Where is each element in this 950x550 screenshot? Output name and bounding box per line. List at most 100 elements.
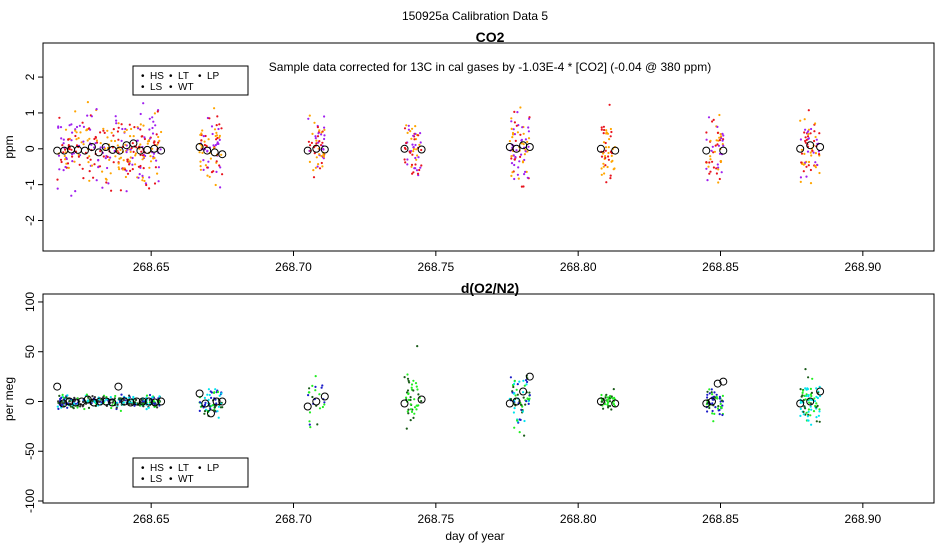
co2-points xyxy=(56,101,821,197)
o2n2-point xyxy=(218,394,221,397)
o2n2-plot-frame xyxy=(42,293,935,504)
co2-point xyxy=(87,161,90,164)
co2-point xyxy=(322,148,325,151)
o2n2-legend-ls: LS xyxy=(150,474,163,485)
o2n2-point xyxy=(815,387,818,390)
co2-point xyxy=(810,127,813,131)
co2-mean-marker xyxy=(596,144,605,153)
co2-point xyxy=(809,168,813,172)
co2-point xyxy=(125,128,128,131)
co2-point xyxy=(125,169,128,172)
co2-point xyxy=(204,164,207,167)
co2-point xyxy=(520,185,524,188)
o2n2-point xyxy=(803,405,806,408)
co2-mean-marker xyxy=(512,144,521,153)
o2n2-point xyxy=(406,377,410,380)
co2-point xyxy=(112,134,115,137)
co2-point xyxy=(719,160,723,163)
co2-point xyxy=(610,160,613,163)
o2n2-point xyxy=(523,434,526,437)
co2-point xyxy=(407,124,410,127)
co2-point xyxy=(116,130,119,133)
o2n2-point xyxy=(601,400,604,403)
co2-point xyxy=(99,146,102,149)
o2n2-point xyxy=(154,402,157,405)
co2-point xyxy=(511,136,514,139)
o2n2-point xyxy=(509,376,512,379)
co2-point xyxy=(419,141,422,144)
o2n2-point xyxy=(212,391,216,394)
co2-point xyxy=(90,164,94,167)
o2n2-point xyxy=(527,400,530,403)
o2n2-point xyxy=(307,394,310,397)
o2n2-point xyxy=(203,396,206,399)
o2n2-point xyxy=(113,397,116,400)
co2-point xyxy=(321,165,324,168)
co2-point xyxy=(607,146,610,149)
co2-point xyxy=(90,143,93,146)
co2-point xyxy=(81,167,84,170)
co2-point xyxy=(137,127,140,130)
co2-point xyxy=(129,135,132,138)
o2n2-point xyxy=(706,410,709,413)
co2-point xyxy=(93,163,96,166)
co2-point xyxy=(62,142,65,145)
o2n2-point xyxy=(518,418,521,421)
o2n2-point xyxy=(148,398,151,401)
co2-point xyxy=(600,126,603,129)
co2-point xyxy=(70,148,73,151)
co2-point xyxy=(134,163,137,166)
co2-point xyxy=(318,153,321,156)
co2-point xyxy=(815,138,818,141)
co2-point xyxy=(511,133,515,136)
o2n2-point xyxy=(711,393,714,396)
co2-annotation: Sample data corrected for 13C in cal gas… xyxy=(269,60,711,74)
o2n2-point xyxy=(802,410,805,413)
co2-point xyxy=(203,143,206,147)
co2-point xyxy=(210,125,214,128)
co2-legend-sym-hs: • xyxy=(141,71,145,82)
o2n2-point xyxy=(57,400,60,403)
o2n2-point xyxy=(718,397,722,400)
co2-point xyxy=(142,102,145,105)
o2n2-point xyxy=(608,400,612,403)
co2-point xyxy=(126,160,129,163)
o2n2-mean-marker xyxy=(519,387,528,396)
o2n2-mean-marker xyxy=(713,379,722,388)
co2-point xyxy=(155,133,158,136)
co2-point xyxy=(403,158,406,161)
co2-point xyxy=(420,148,423,152)
co2-point xyxy=(158,139,161,142)
o2n2-point xyxy=(211,404,214,407)
o2n2-point xyxy=(110,406,113,410)
co2-point xyxy=(716,125,719,128)
co2-point xyxy=(151,132,155,135)
co2-point xyxy=(128,123,131,126)
o2n2-point xyxy=(708,392,711,395)
co2-point xyxy=(218,136,221,139)
o2n2-mean-marker xyxy=(816,387,825,396)
co2-point xyxy=(94,136,97,139)
co2-point xyxy=(716,143,719,146)
co2-point xyxy=(77,137,80,140)
co2-point xyxy=(157,180,160,183)
o2n2-point xyxy=(213,409,217,412)
co2-point xyxy=(818,171,821,175)
co2-point xyxy=(80,141,83,144)
co2-point xyxy=(60,160,63,164)
co2-point xyxy=(216,142,219,145)
co2-point xyxy=(318,167,322,170)
co2-point xyxy=(130,127,133,131)
co2-point xyxy=(142,124,145,127)
co2-point xyxy=(705,167,708,170)
co2-point xyxy=(160,130,163,134)
o2n2-point xyxy=(206,393,209,396)
o2n2-point xyxy=(147,406,150,409)
o2n2-point xyxy=(807,394,810,397)
co2-point xyxy=(602,162,605,165)
o2n2-point xyxy=(809,387,813,390)
co2-point xyxy=(200,139,203,142)
co2-point xyxy=(219,166,222,169)
o2n2-point xyxy=(525,400,528,403)
co2-point xyxy=(418,143,421,146)
